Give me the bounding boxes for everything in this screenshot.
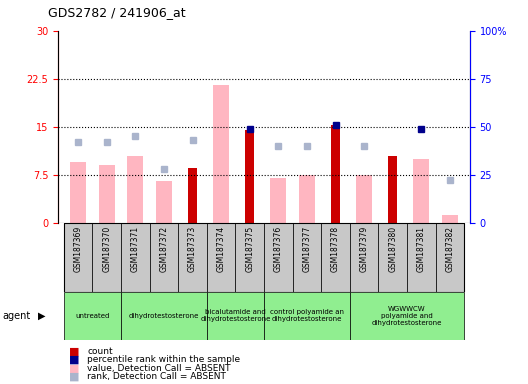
Text: WGWWCW
polyamide and
dihydrotestosterone: WGWWCW polyamide and dihydrotestosterone <box>372 306 442 326</box>
Bar <box>213 85 229 223</box>
Text: GSM187379: GSM187379 <box>360 226 369 272</box>
Bar <box>121 223 149 292</box>
Bar <box>246 130 254 223</box>
Bar <box>321 223 350 292</box>
Bar <box>442 215 458 223</box>
Bar <box>121 292 207 340</box>
Text: untreated: untreated <box>75 313 110 319</box>
Text: ■: ■ <box>69 363 79 373</box>
Text: GSM187380: GSM187380 <box>388 226 397 272</box>
Text: GSM187376: GSM187376 <box>274 226 283 272</box>
Text: agent: agent <box>3 311 31 321</box>
Bar <box>127 156 143 223</box>
Text: value, Detection Call = ABSENT: value, Detection Call = ABSENT <box>87 364 231 373</box>
Text: GSM187373: GSM187373 <box>188 226 197 272</box>
Text: percentile rank within the sample: percentile rank within the sample <box>87 355 240 364</box>
Bar <box>99 165 115 223</box>
Text: count: count <box>87 347 113 356</box>
Text: GSM187374: GSM187374 <box>216 226 225 272</box>
Bar <box>264 223 293 292</box>
Bar <box>156 181 172 223</box>
Text: GSM187370: GSM187370 <box>102 226 111 272</box>
Bar <box>350 292 464 340</box>
Text: GDS2782 / 241906_at: GDS2782 / 241906_at <box>48 6 185 19</box>
Bar <box>92 223 121 292</box>
Text: GSM187375: GSM187375 <box>245 226 254 272</box>
Bar <box>389 156 397 223</box>
Bar <box>331 126 340 223</box>
Bar <box>235 223 264 292</box>
Bar <box>207 292 264 340</box>
Bar <box>356 175 372 223</box>
Text: rank, Detection Call = ABSENT: rank, Detection Call = ABSENT <box>87 372 226 381</box>
Text: GSM187369: GSM187369 <box>73 226 82 272</box>
Text: control polyamide an
dihydrotestosterone: control polyamide an dihydrotestosterone <box>270 310 344 322</box>
Text: GSM187382: GSM187382 <box>446 226 455 272</box>
Bar <box>436 223 464 292</box>
Bar <box>64 223 92 292</box>
Text: ▶: ▶ <box>38 311 45 321</box>
Bar <box>270 178 286 223</box>
Bar <box>149 223 178 292</box>
Text: dihydrotestosterone: dihydrotestosterone <box>129 313 199 319</box>
Text: ■: ■ <box>69 346 79 356</box>
Bar <box>178 223 207 292</box>
Text: GSM187381: GSM187381 <box>417 226 426 272</box>
Bar <box>350 223 379 292</box>
Bar <box>264 292 350 340</box>
Bar <box>207 223 235 292</box>
Text: GSM187377: GSM187377 <box>303 226 312 272</box>
Bar <box>64 292 121 340</box>
Text: ■: ■ <box>69 372 79 382</box>
Bar <box>70 162 86 223</box>
Text: bicalutamide and
dihydrotestosterone: bicalutamide and dihydrotestosterone <box>200 310 270 322</box>
Bar <box>293 223 321 292</box>
Bar <box>379 223 407 292</box>
Text: GSM187378: GSM187378 <box>331 226 340 272</box>
Bar <box>188 168 197 223</box>
Text: ■: ■ <box>69 355 79 365</box>
Text: GSM187371: GSM187371 <box>131 226 140 272</box>
Text: GSM187372: GSM187372 <box>159 226 168 272</box>
Bar <box>413 159 429 223</box>
Bar <box>299 175 315 223</box>
Bar <box>407 223 436 292</box>
